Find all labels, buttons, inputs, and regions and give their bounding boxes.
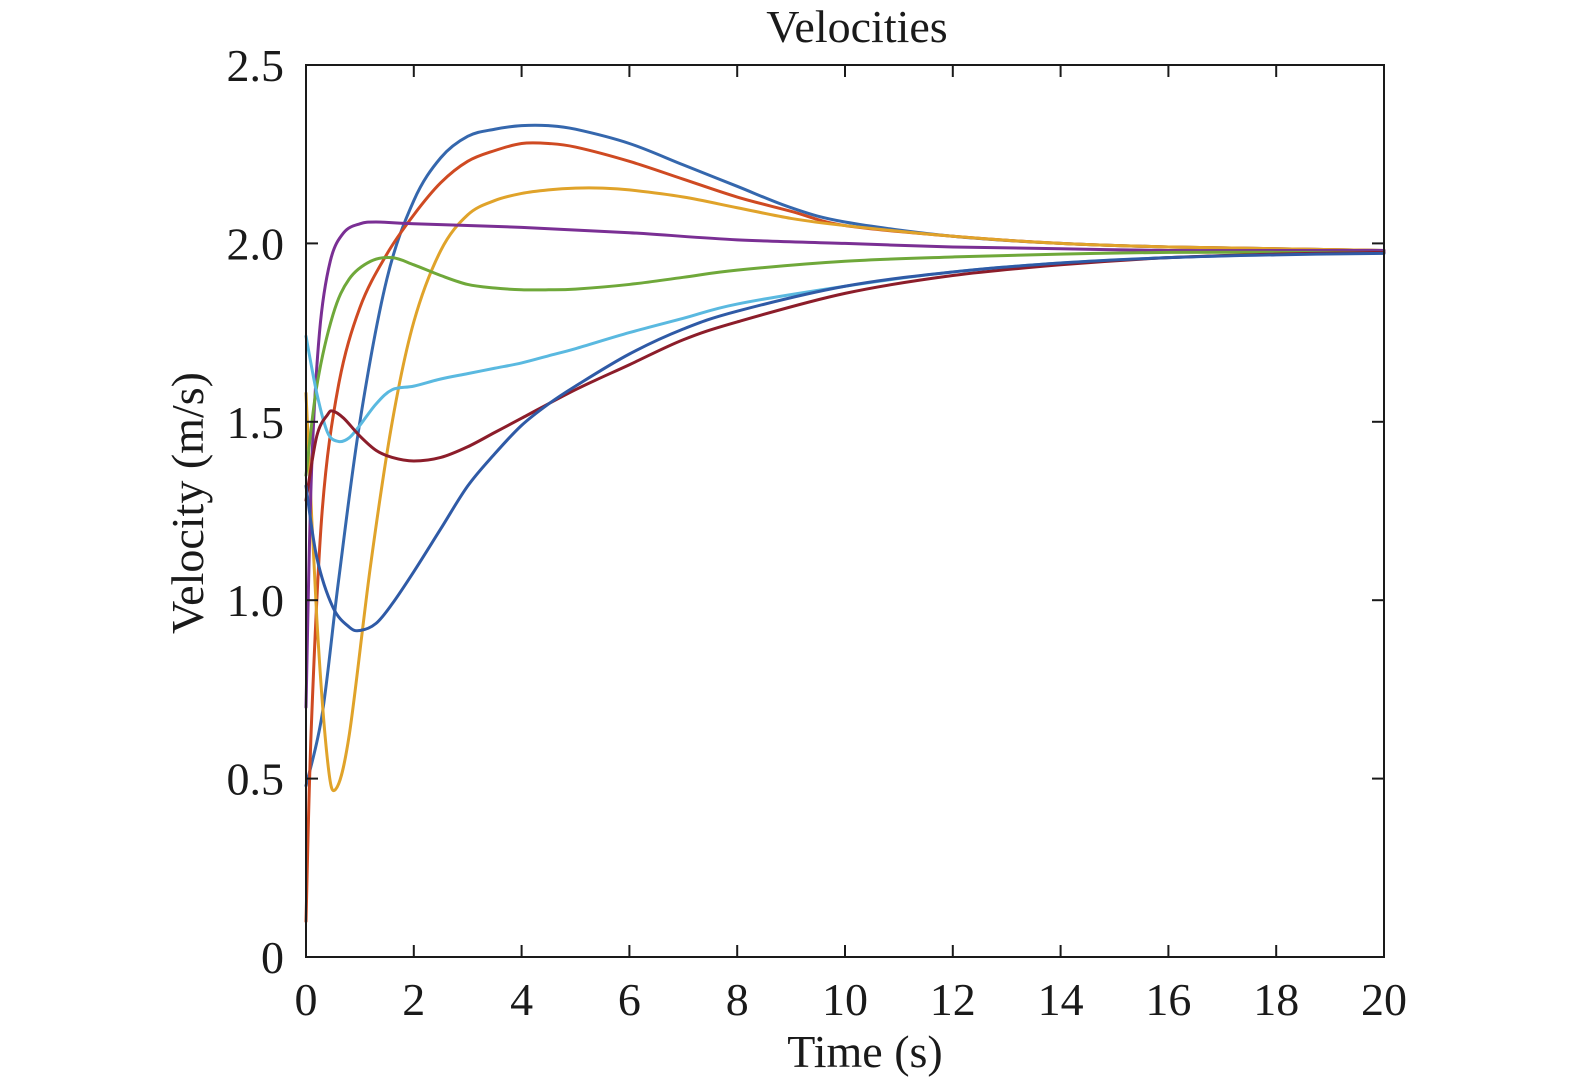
- y-axis: 0 0.5 1.0 1.5 2.0 2.5: [227, 40, 1384, 983]
- x-tick-label: 18: [1253, 974, 1299, 1025]
- x-tick-label: 0: [295, 974, 318, 1025]
- chart-title: Velocities: [766, 1, 947, 52]
- x-tick-label: 6: [618, 974, 641, 1025]
- x-tick-label: 14: [1038, 974, 1084, 1025]
- x-axis: 0 2 4 6 8 10 12 14 16 18 20: [295, 65, 1407, 1025]
- x-tick-label: 4: [510, 974, 533, 1025]
- y-tick-label: 2.0: [227, 218, 285, 269]
- series-line-2: [304, 141, 1386, 923]
- x-tick-label: 2: [402, 974, 425, 1025]
- y-tick-label: 0: [261, 932, 284, 983]
- series-line-6: [304, 250, 1386, 444]
- series-layer: [304, 123, 1386, 923]
- plot-frame: [305, 64, 1385, 958]
- series-line-4: [304, 220, 1386, 709]
- y-axis-title: Velocity (m/s): [162, 372, 213, 634]
- series-line-7: [304, 250, 1386, 502]
- x-tick-label: 10: [822, 974, 868, 1025]
- y-tick-label: 1.0: [227, 575, 285, 626]
- y-tick-label: 1.5: [227, 397, 285, 448]
- y-tick-label: 2.5: [227, 40, 285, 91]
- x-tick-label: 16: [1145, 974, 1191, 1025]
- x-tick-label: 8: [726, 974, 749, 1025]
- series-line-8: [304, 251, 1386, 633]
- x-tick-label: 20: [1361, 974, 1407, 1025]
- y-tick-label: 0.5: [227, 754, 285, 805]
- x-axis-title: Time (s): [787, 1026, 943, 1077]
- series-line-5: [304, 250, 1386, 477]
- series-line-3: [304, 186, 1386, 793]
- x-tick-label: 12: [930, 974, 976, 1025]
